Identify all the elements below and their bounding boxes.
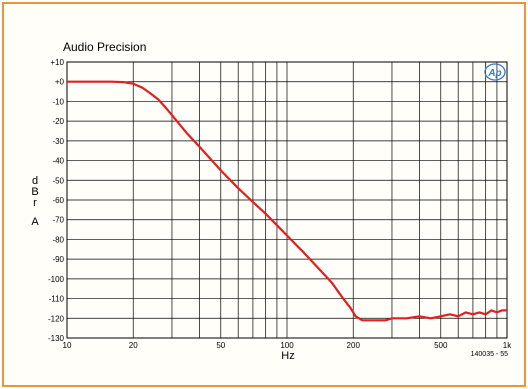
y-tick-label: -70 <box>52 216 64 225</box>
y-tick-label: -100 <box>48 275 65 284</box>
x-tick-label: 50 <box>216 341 225 350</box>
y-tick-label: -60 <box>52 196 64 205</box>
y-tick-label: -20 <box>52 117 64 126</box>
y-tick-label: +10 <box>50 58 64 67</box>
x-axis-label: Hz <box>281 350 294 362</box>
y-tick-label: -120 <box>48 314 65 323</box>
x-tick-labels: 10 20 50 100 200 500 1k <box>63 341 513 350</box>
x-tick-label: 500 <box>434 341 448 350</box>
y-tick-label: -110 <box>49 295 65 304</box>
y-tick-label: -40 <box>52 157 64 166</box>
y-tick-label: -90 <box>52 255 64 264</box>
x-tick-label: 10 <box>63 341 72 350</box>
y-tick-labels: +10 +0 -10 -20 -30 -40 -50 -60 -70 -80 -90 -100 -110… <box>48 58 65 343</box>
y-tick-label: -80 <box>52 235 64 244</box>
figure-code: 140035 - 55 <box>471 351 508 358</box>
ap-logo-icon: Ap <box>485 64 505 80</box>
y-tick-label: -10 <box>52 97 64 106</box>
x-tick-label: 1k <box>503 341 512 350</box>
x-tick-label: 20 <box>129 341 138 350</box>
x-tick-label: 100 <box>280 341 294 350</box>
grid-lines <box>67 62 507 338</box>
y-tick-label: -30 <box>52 137 64 146</box>
y-tick-label: -50 <box>52 176 64 185</box>
ap-logo-text: Ap <box>487 68 501 79</box>
x-tick-label: 200 <box>347 341 361 350</box>
y-tick-label: +0 <box>55 78 65 87</box>
